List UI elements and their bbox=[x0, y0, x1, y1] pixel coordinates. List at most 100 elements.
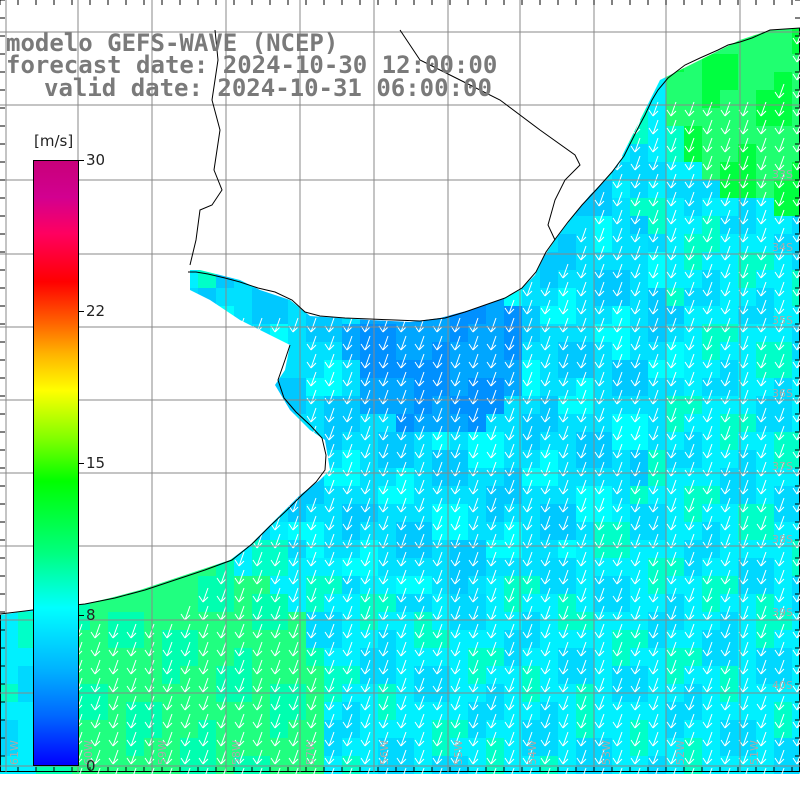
wind-arrow bbox=[360, 335, 371, 351]
field-cell bbox=[522, 720, 540, 738]
wind-arrow bbox=[504, 407, 515, 423]
field-cell bbox=[774, 234, 792, 252]
wind-arrow bbox=[702, 425, 713, 441]
field-cell bbox=[468, 576, 486, 594]
field-cell bbox=[90, 720, 108, 738]
field-cell bbox=[648, 738, 666, 756]
wind-arrow bbox=[720, 497, 731, 513]
field-cell bbox=[396, 360, 414, 378]
field-cell bbox=[576, 378, 594, 396]
wind-arrow bbox=[702, 767, 713, 783]
wind-arrow bbox=[774, 263, 785, 279]
wind-arrow bbox=[666, 173, 677, 189]
wind-arrow bbox=[342, 497, 353, 513]
field-cell bbox=[738, 198, 756, 216]
wind-arrow bbox=[198, 731, 209, 747]
wind-arrow bbox=[756, 299, 767, 315]
field-cell bbox=[630, 270, 648, 288]
wind-arrow bbox=[684, 731, 695, 747]
wind-arrow bbox=[540, 299, 551, 315]
field-cell bbox=[216, 594, 234, 612]
field-cell bbox=[378, 576, 396, 594]
wind-arrow bbox=[468, 785, 479, 800]
field-cell bbox=[594, 558, 612, 576]
wind-arrow bbox=[756, 623, 767, 639]
field-cell bbox=[522, 414, 540, 432]
field-cell bbox=[774, 144, 792, 162]
field-cell bbox=[558, 306, 576, 324]
wind-arrow bbox=[576, 263, 587, 279]
field-cell bbox=[630, 450, 648, 468]
field-cell bbox=[684, 216, 702, 234]
field-cell bbox=[216, 576, 234, 594]
wind-arrow bbox=[306, 785, 317, 800]
field-cell bbox=[252, 558, 270, 576]
colorbar-tick-mark bbox=[79, 160, 84, 161]
field-cell bbox=[612, 234, 630, 252]
field-cell bbox=[774, 522, 792, 540]
field-cell bbox=[432, 504, 450, 522]
wind-arrow bbox=[684, 551, 695, 567]
wind-arrow bbox=[432, 479, 443, 495]
field-cell bbox=[612, 630, 630, 648]
field-cell bbox=[252, 612, 270, 630]
field-cell bbox=[342, 414, 360, 432]
wind-arrow bbox=[162, 641, 173, 657]
field-cell bbox=[468, 666, 486, 684]
field-cell bbox=[0, 666, 18, 684]
wind-arrow bbox=[630, 173, 641, 189]
field-cell bbox=[576, 576, 594, 594]
field-cell bbox=[468, 558, 486, 576]
field-cell bbox=[684, 504, 702, 522]
field-cell bbox=[774, 450, 792, 468]
field-cell bbox=[648, 666, 666, 684]
wind-arrow bbox=[522, 623, 533, 639]
field-cell bbox=[594, 360, 612, 378]
field-cell bbox=[612, 504, 630, 522]
wind-arrow bbox=[342, 371, 353, 387]
field-cell bbox=[234, 666, 252, 684]
field-cell bbox=[756, 756, 774, 774]
wind-arrow bbox=[756, 281, 767, 297]
wind-arrow bbox=[432, 443, 443, 459]
field-cell bbox=[666, 648, 684, 666]
field-cell bbox=[630, 162, 648, 180]
field-cell bbox=[288, 342, 306, 360]
field-cell bbox=[342, 486, 360, 504]
wind-arrow bbox=[756, 335, 767, 351]
wind-arrow bbox=[612, 497, 623, 513]
field-cell bbox=[666, 756, 684, 774]
field-cell bbox=[792, 162, 800, 180]
wind-arrow bbox=[468, 407, 479, 423]
wind-arrow bbox=[558, 587, 569, 603]
field-cell bbox=[270, 558, 288, 576]
field-cell bbox=[684, 450, 702, 468]
field-cell bbox=[576, 594, 594, 612]
wind-arrow bbox=[540, 569, 551, 585]
wind-arrow bbox=[180, 785, 191, 800]
field-cell bbox=[612, 270, 630, 288]
wind-arrow bbox=[324, 479, 335, 495]
wind-arrow bbox=[252, 695, 263, 711]
wind-arrow bbox=[162, 749, 173, 765]
field-cell bbox=[342, 378, 360, 396]
wind-arrow bbox=[306, 605, 317, 621]
field-cell bbox=[486, 738, 504, 756]
field-cell bbox=[756, 54, 774, 72]
wind-arrow bbox=[414, 785, 425, 800]
field-cell bbox=[666, 180, 684, 198]
field-cell bbox=[324, 612, 342, 630]
field-cell bbox=[558, 576, 576, 594]
field-cell bbox=[540, 540, 558, 558]
wind-arrow bbox=[522, 353, 533, 369]
wind-arrow bbox=[756, 479, 767, 495]
wind-arrow bbox=[162, 785, 173, 800]
wind-arrow bbox=[702, 551, 713, 567]
field-cell bbox=[198, 720, 216, 738]
field-cell bbox=[738, 126, 756, 144]
field-cell bbox=[756, 216, 774, 234]
field-cell bbox=[468, 450, 486, 468]
wind-arrow bbox=[720, 281, 731, 297]
